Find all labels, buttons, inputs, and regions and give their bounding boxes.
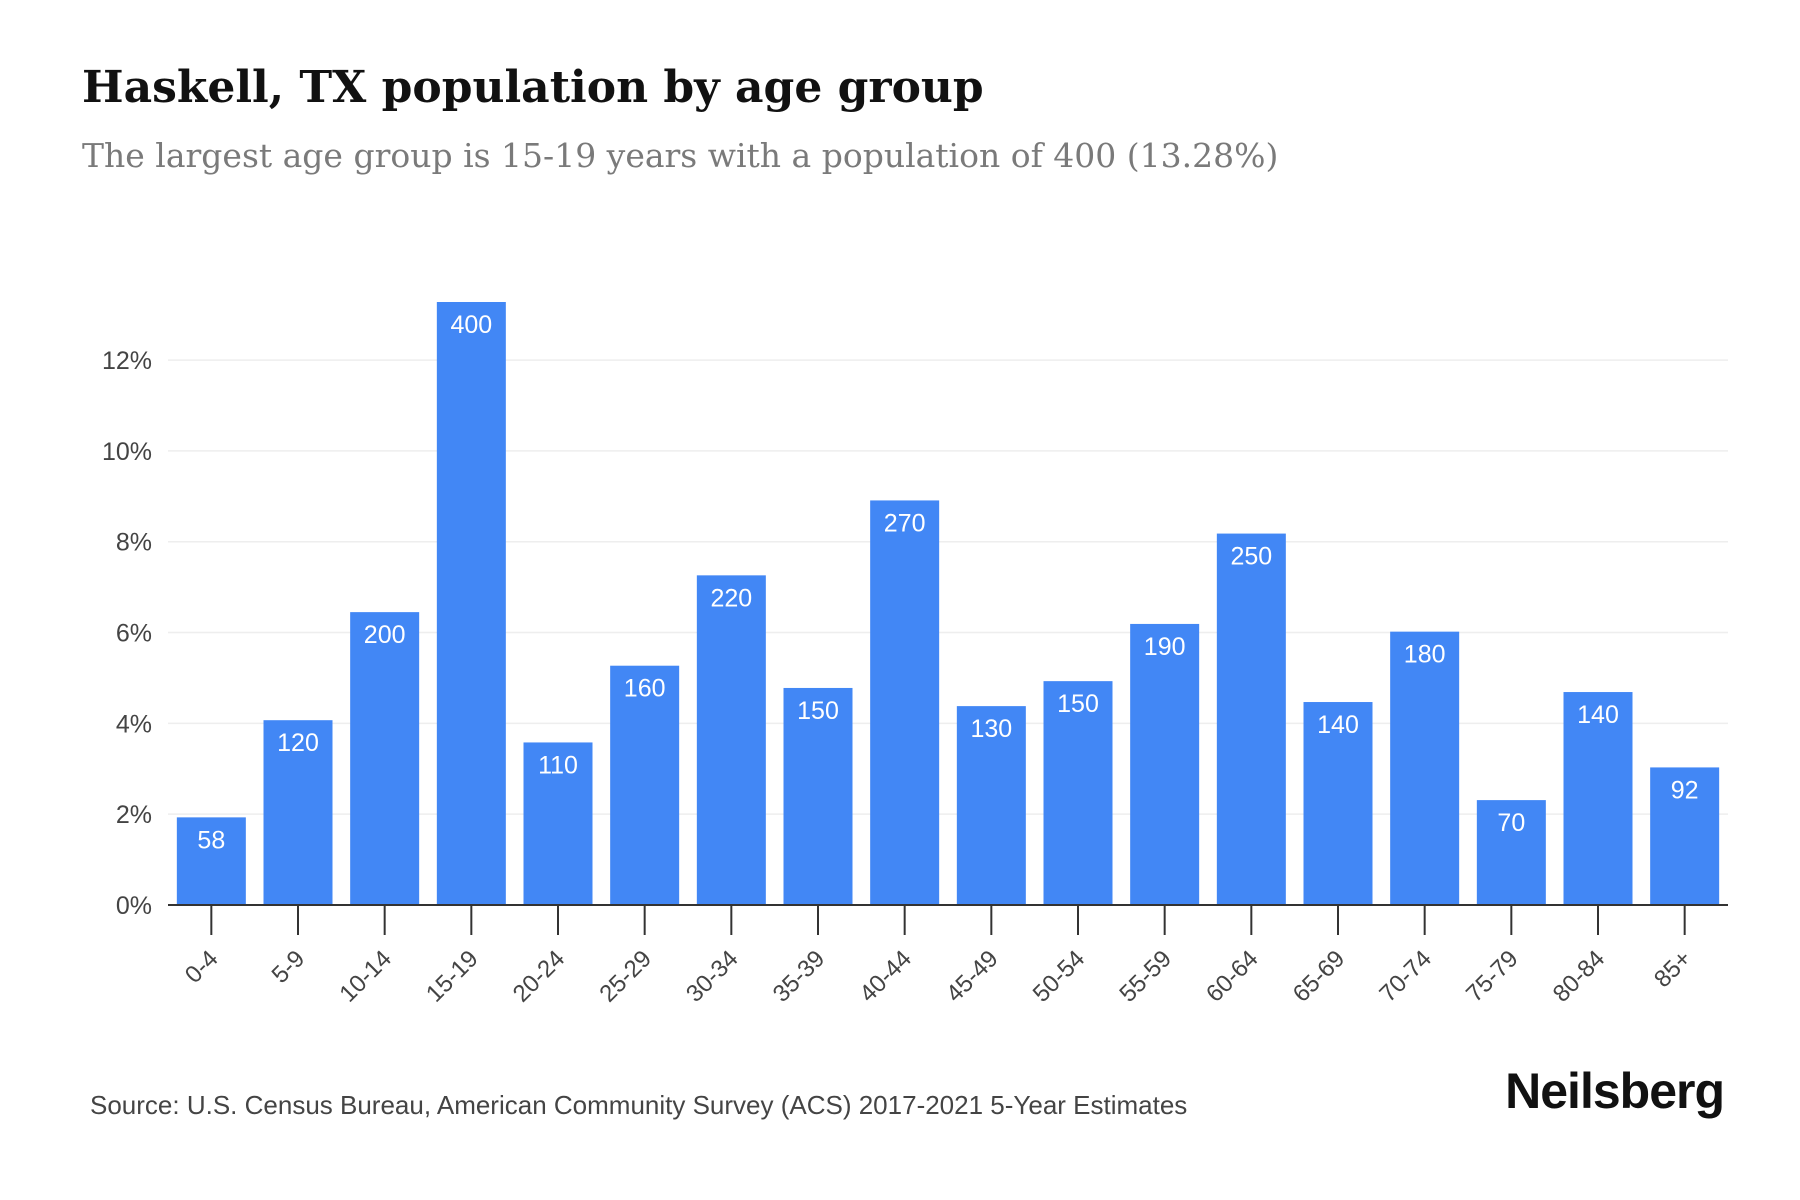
x-tick-label: 60-64 [1201,945,1264,1008]
bar [870,500,940,905]
bar [263,720,333,905]
brand-logo: Neilsberg [1505,1063,1725,1119]
bar [1390,631,1460,905]
bar-value-label: 160 [624,675,666,703]
bar [1130,623,1200,905]
y-tick-label: 10% [102,438,152,466]
bar-value-label: 150 [1057,690,1099,718]
bar [1303,702,1373,905]
bar [783,687,853,905]
chart-title: Haskell, TX population by age group [82,62,984,113]
x-axis: 0-4 5-9 10-14 15-19 20-24 25-29 30-34 35-39 40-4… [168,904,1728,1008]
x-tick-label: 85+ [1649,945,1697,993]
gridlines [168,359,1728,815]
x-tick-label: 15-19 [421,945,484,1008]
bar-value-label: 400 [450,311,492,339]
y-tick-label: 8% [116,529,152,557]
bar-value-label: 250 [1230,543,1272,571]
x-tick-label: 65-69 [1288,945,1351,1008]
y-tick-label: 0% [116,892,152,920]
x-tick-label: 70-74 [1374,945,1437,1008]
bar [610,665,680,905]
y-tick-label: 12% [102,347,152,375]
x-tick-label: 35-39 [768,945,831,1008]
bar [1043,681,1113,905]
x-tick-label: 20-24 [508,945,571,1008]
chart-subtitle: The largest age group is 15-19 years wit… [82,136,1279,175]
bar-value-label: 58 [197,826,225,854]
bar-value-label: 140 [1577,701,1619,729]
bars: 58 120 200 400 110 160 220 150 270 130 150 190 250 14… [176,302,1720,905]
y-tick-label: 4% [116,710,152,738]
bar [1563,692,1633,905]
x-tick-label: 45-49 [941,945,1004,1008]
x-tick-label: 80-84 [1548,945,1611,1008]
bar-value-label: 130 [970,715,1012,743]
x-tick-label: 50-54 [1028,945,1091,1008]
x-tick-label: 40-44 [854,945,917,1008]
bar [1216,533,1286,905]
x-tick-label: 10-14 [334,945,397,1008]
bar-value-label: 120 [277,729,319,757]
bar [523,742,593,905]
bar-value-label: 270 [884,509,926,537]
bar [1650,767,1720,905]
bar [436,302,506,905]
bar-value-label: 200 [364,621,406,649]
bar-value-label: 220 [710,584,752,612]
bar [696,575,766,905]
source-note: Source: U.S. Census Bureau, American Com… [90,1090,1188,1120]
bar-value-label: 140 [1317,711,1359,739]
bar-value-label: 190 [1144,633,1186,661]
bar-value-label: 110 [538,751,578,779]
x-tick-label: 30-34 [681,945,744,1008]
bar [350,612,420,905]
bar [176,817,246,905]
x-tick-label: 25-29 [594,945,657,1008]
bar-value-label: 180 [1404,641,1446,669]
x-tick-label: 55-59 [1114,945,1177,1008]
y-tick-label: 2% [116,801,152,829]
bar [1476,800,1546,905]
x-tick-label: 5-9 [267,945,311,989]
y-tick-label: 6% [116,620,152,648]
y-axis: 0% 2% 4% 6% 8% 10% 12% [102,347,152,920]
x-tick-label: 0-4 [180,945,224,989]
bar-value-label: 150 [797,697,839,725]
x-tick-label: 75-79 [1461,945,1524,1008]
bar-value-label: 92 [1671,776,1699,804]
bar [956,706,1026,905]
bar-value-label: 70 [1497,809,1525,837]
